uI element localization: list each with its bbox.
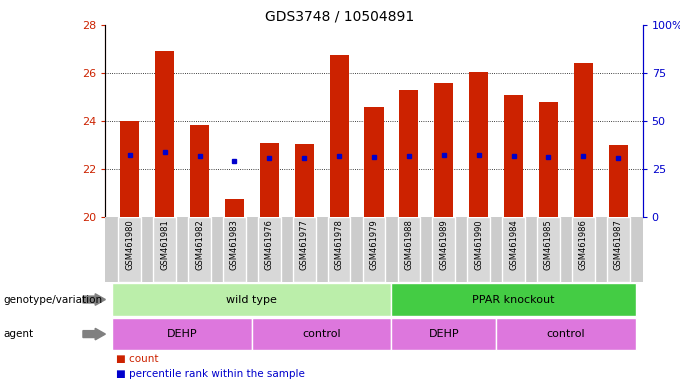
FancyBboxPatch shape [223,217,245,282]
Text: agent: agent [3,329,33,339]
Text: GSM461980: GSM461980 [125,219,135,270]
FancyBboxPatch shape [362,217,386,282]
Bar [539,102,558,217]
FancyBboxPatch shape [467,217,490,282]
Bar [609,145,628,217]
Text: GSM461977: GSM461977 [300,219,309,270]
Text: GSM461978: GSM461978 [335,219,343,270]
FancyBboxPatch shape [112,283,392,316]
Text: GSM461989: GSM461989 [439,219,448,270]
Text: GSM461985: GSM461985 [544,219,553,270]
FancyBboxPatch shape [154,217,176,282]
Bar [330,55,349,217]
Bar [364,107,384,217]
Text: GSM461979: GSM461979 [369,219,379,270]
FancyBboxPatch shape [572,217,594,282]
Bar [120,121,139,217]
Bar [190,124,209,217]
Bar [260,142,279,217]
Text: GSM461983: GSM461983 [230,219,239,270]
FancyBboxPatch shape [432,217,455,282]
Text: GSM461988: GSM461988 [405,219,413,270]
Bar [434,83,454,217]
FancyBboxPatch shape [105,217,643,282]
FancyBboxPatch shape [537,217,560,282]
Text: ■ percentile rank within the sample: ■ percentile rank within the sample [116,369,305,379]
FancyBboxPatch shape [328,217,350,282]
Bar [294,144,314,217]
Text: wild type: wild type [226,295,277,305]
FancyBboxPatch shape [503,217,525,282]
FancyBboxPatch shape [293,217,316,282]
Text: GSM461982: GSM461982 [195,219,204,270]
Text: control: control [303,329,341,339]
FancyBboxPatch shape [392,283,636,316]
FancyBboxPatch shape [118,217,141,282]
Text: genotype/variation: genotype/variation [3,295,103,305]
FancyBboxPatch shape [258,217,281,282]
Text: GSM461986: GSM461986 [579,219,588,270]
Text: PPAR knockout: PPAR knockout [473,295,555,305]
Bar [469,72,488,217]
Text: DEHP: DEHP [428,329,459,339]
FancyBboxPatch shape [392,318,496,350]
FancyBboxPatch shape [188,217,211,282]
Text: GSM461990: GSM461990 [474,219,483,270]
Bar [155,51,174,217]
Text: DEHP: DEHP [167,329,197,339]
Text: control: control [547,329,585,339]
Text: ■ count: ■ count [116,354,158,364]
FancyBboxPatch shape [496,318,636,350]
Bar [225,199,244,217]
Text: GSM461987: GSM461987 [613,219,623,270]
Text: GSM461976: GSM461976 [265,219,274,270]
Bar [504,94,523,217]
FancyBboxPatch shape [398,217,420,282]
FancyBboxPatch shape [112,318,252,350]
Bar [399,90,418,217]
FancyBboxPatch shape [607,217,630,282]
Text: GSM461981: GSM461981 [160,219,169,270]
FancyBboxPatch shape [252,318,392,350]
Bar [574,63,593,217]
Text: GDS3748 / 10504891: GDS3748 / 10504891 [265,10,415,23]
Text: GSM461984: GSM461984 [509,219,518,270]
